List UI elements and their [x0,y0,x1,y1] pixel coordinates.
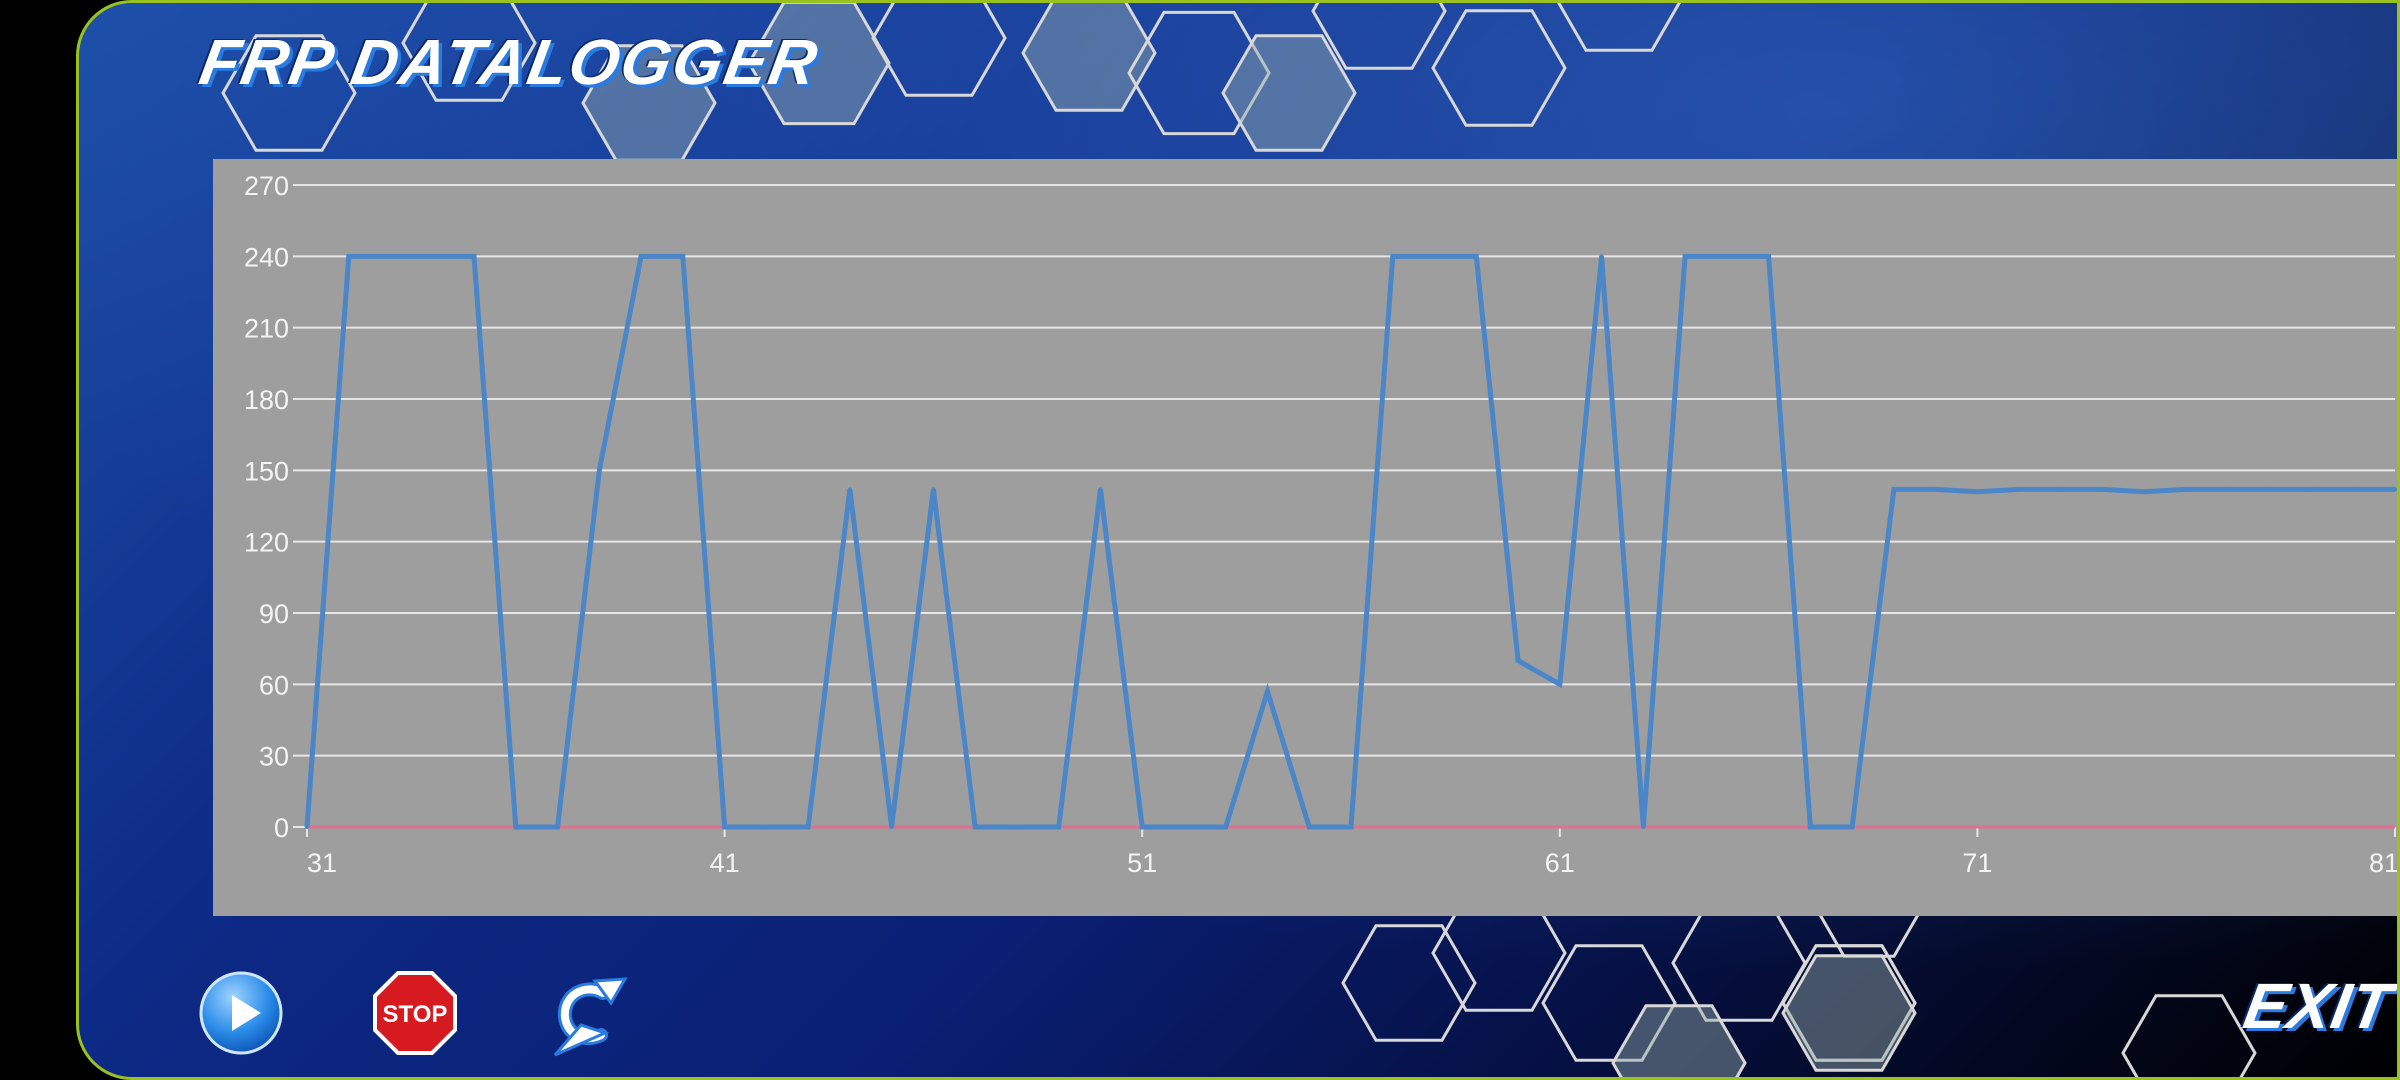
chart-panel: 270 240 210 180 150 120 90 60 30 0 31 41 51 61 71 81 [213,159,2399,916]
hexagon-shape [1541,944,1677,1062]
data-point [931,487,936,492]
data-point [388,254,393,259]
hexagon-shape [1557,3,1681,52]
data-point [305,825,309,829]
data-point [1975,489,1980,494]
refresh-button[interactable] [545,973,631,1059]
data-point [1098,487,1103,492]
y-tick-label: 210 [244,314,289,344]
data-point [1181,825,1186,829]
data-point [1140,825,1145,829]
hexagon-shape [1431,9,1567,127]
data-point [2351,487,2356,492]
x-tick-label: 81 [2369,848,2399,878]
data-point [513,825,518,829]
y-tick-label: 120 [244,528,289,558]
data-point [597,468,602,473]
data-point [1641,825,1646,829]
data-point [1557,682,1562,687]
data-point [1349,825,1353,829]
app-frame: FRP DATALOGGER 270 240 210 180 150 120 90 60 30 0… [76,0,2400,1080]
hexagon-shape [1781,944,1917,1062]
y-tick-label: 150 [244,456,289,486]
data-point [1516,658,1521,663]
hexagon-shape [221,34,357,152]
data-point [973,825,978,829]
hexagon-shape [871,3,1007,97]
x-tick-label: 31 [307,848,337,878]
hexagon-shape [401,3,537,102]
data-point [1223,825,1228,829]
data-point [1599,254,1604,259]
line-chart: 270 240 210 180 150 120 90 60 30 0 31 41 51 61 71 81 [244,171,2399,878]
data-point [1390,254,1395,259]
y-tick-label: 180 [244,385,289,415]
x-tick-label: 41 [710,848,740,878]
refresh-icon [553,977,628,1057]
y-tick-label: 60 [259,670,289,700]
data-point [2058,487,2063,492]
stop-button[interactable]: STOP [373,971,457,1055]
data-point [2142,489,2147,494]
data-point [1265,689,1270,694]
hexagon-shape [1611,1004,1747,1077]
play-button[interactable] [199,971,283,1055]
data-point [472,254,477,259]
x-tick-label: 61 [1545,848,1575,878]
exit-button[interactable]: EXIT [2238,970,2398,1042]
data-point [1474,254,1479,259]
data-point [889,825,894,829]
data-point [1683,254,1688,259]
hexagon-shape [1221,34,1357,152]
data-point [1724,254,1729,259]
hexagon-shape [1021,3,1157,112]
stop-sign-icon [373,971,457,1055]
data-point [1014,825,1019,829]
data-point [722,825,727,829]
data-point [1766,254,1771,259]
y-tick-label: 0 [274,813,289,843]
data-point [639,254,644,259]
hexagon-shape [747,3,891,126]
data-point [764,825,769,829]
data-point [2184,487,2189,492]
play-icon [232,995,261,1031]
stop-label: STOP [383,1001,448,1028]
data-point [430,254,435,259]
data-point [2225,487,2230,492]
data-point [555,825,560,829]
data-point [1056,825,1061,829]
hexagon-shape [1341,924,1477,1042]
app-title: FRP DATALOGGER [194,26,825,98]
data-point [2393,487,2397,492]
data-point [1307,825,1312,829]
data-point [2309,487,2314,492]
y-tick-label: 270 [244,171,289,201]
y-tick-label: 30 [259,742,289,772]
data-point [680,254,685,259]
data-point [806,825,811,829]
x-tick-label: 71 [1962,848,1992,878]
hexagon-shape [1311,3,1447,70]
data-point [2267,487,2272,492]
x-tick-label: 51 [1127,848,1157,878]
y-tick-label: 240 [244,242,289,272]
data-point [1933,487,1938,492]
data-point [1432,254,1437,259]
data-point [346,254,351,259]
y-tick-label: 90 [259,599,289,629]
data-point [2017,487,2022,492]
data-point [847,487,852,492]
hexagon-shape [1127,10,1271,136]
hexagon-shape [1781,954,1917,1072]
data-point [1850,825,1855,829]
hexagon-shape [2121,994,2257,1077]
data-point [2100,487,2105,492]
data-point [1891,487,1896,492]
data-point [1808,825,1813,829]
